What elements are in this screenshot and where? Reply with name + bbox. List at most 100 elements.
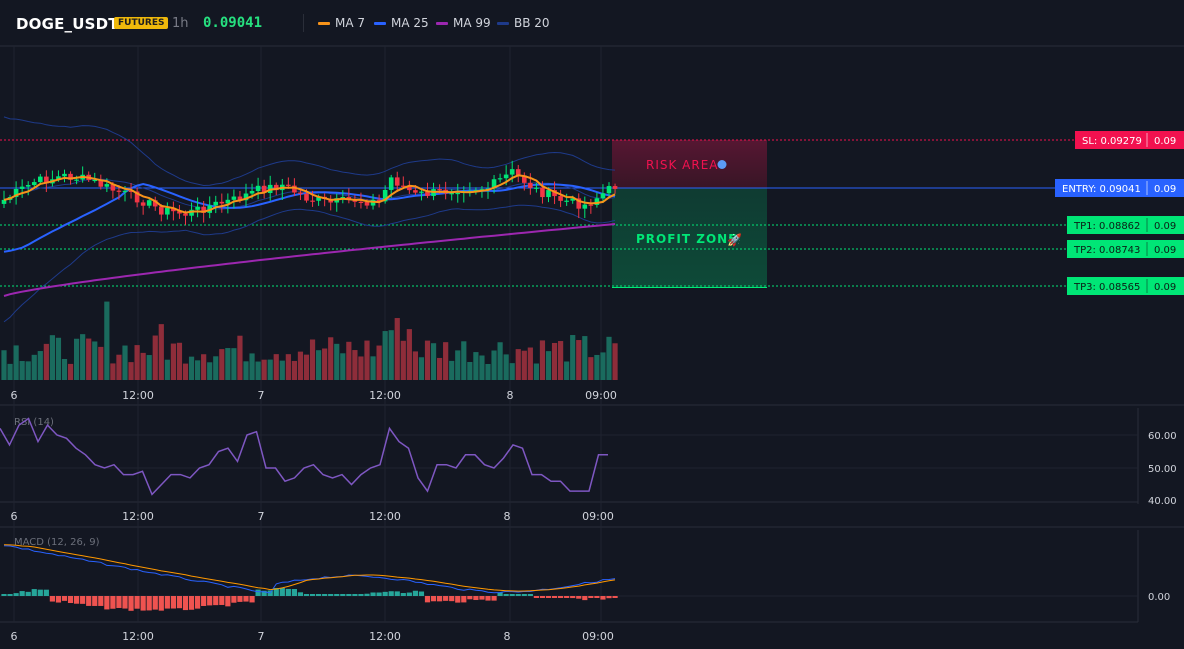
candle-body: [407, 186, 412, 191]
volume-bar: [285, 354, 291, 380]
candle-body: [473, 189, 479, 192]
volume-bar: [291, 360, 297, 380]
volume-bar: [31, 354, 37, 380]
macd-histogram-bar: [424, 596, 431, 603]
macd-histogram-bar: [527, 594, 533, 596]
rsi-time-axis[interactable]: 6 12:00 7 12:00 8 09:00: [11, 510, 614, 523]
candle-body: [195, 206, 200, 210]
futures-badge: FUTURES: [114, 17, 169, 29]
candle-body: [249, 191, 255, 194]
volume-bar: [128, 362, 134, 380]
volume-bar: [303, 354, 310, 380]
time-label: 12:00: [122, 630, 154, 643]
volume-bar: [98, 346, 104, 380]
macd-histogram-bar: [394, 591, 400, 596]
macd-line: [3, 545, 616, 594]
macd-histogram-bar: [140, 596, 146, 611]
ma7-line: [3, 174, 616, 214]
profit-zone[interactable]: [612, 188, 767, 288]
candle-body: [364, 201, 370, 206]
candle-body: [56, 176, 61, 180]
time-label: 6: [11, 510, 18, 523]
volume-bar: [473, 352, 479, 380]
macd-zero-tick[interactable]: 0.00: [1148, 592, 1170, 603]
candle-body: [558, 196, 563, 201]
macd-histogram-bar: [152, 596, 158, 610]
candle-body: [588, 204, 594, 206]
volume-bar: [182, 363, 189, 380]
volume-bar: [134, 345, 140, 380]
ma99-label: MA 99: [453, 16, 491, 30]
volume-bar: [424, 340, 431, 380]
candle-body: [189, 209, 194, 216]
macd-time-axis[interactable]: 6 12:00 7 12:00 8 09:00: [11, 630, 614, 643]
volume-bar: [273, 354, 279, 380]
volume-bar: [521, 350, 527, 380]
candle-body: [546, 190, 551, 198]
rsi-tick: 40.00: [1148, 496, 1177, 507]
volume-bar: [527, 347, 533, 380]
candle-body: [159, 206, 164, 215]
time-label: 8: [504, 630, 511, 643]
macd-histogram-bar: [551, 596, 558, 598]
candle-body: [413, 190, 418, 193]
volume-bar: [370, 356, 376, 380]
sl-price-label[interactable]: SL: 0.09279 0.09: [1075, 131, 1184, 149]
rsi-price-scale[interactable]: 60.00 50.00 40.00: [1148, 431, 1177, 507]
candle-body: [401, 185, 406, 187]
last-price: 0.09041: [203, 15, 263, 31]
time-label: 7: [258, 510, 265, 523]
macd-histogram-bar: [146, 596, 152, 611]
macd-histogram-bar: [67, 596, 74, 604]
tp3-price-label[interactable]: TP3: 0.08565 0.09: [1067, 277, 1184, 295]
candle-body: [292, 185, 297, 193]
candle-body: [534, 187, 539, 189]
macd-histogram-bar: [110, 596, 116, 609]
macd-histogram-bar: [612, 596, 618, 598]
volume-bar: [545, 351, 552, 380]
candle-body: [237, 196, 243, 201]
macd-histogram-bar: [358, 594, 364, 596]
macd-histogram-bar: [195, 596, 201, 609]
ma25-swatch: [374, 21, 386, 25]
macd-histogram-bar: [86, 596, 92, 606]
svg-text:ENTRY: 0.09041: ENTRY: 0.09041: [1062, 184, 1141, 195]
tp1-price-label[interactable]: TP1: 0.08862 0.09: [1067, 216, 1184, 234]
macd-histogram-bar: [243, 596, 249, 602]
legend-ma99[interactable]: MA 99: [436, 16, 491, 30]
volume-bar: [225, 348, 231, 380]
candle-body: [261, 185, 267, 194]
volume-bar: [201, 354, 207, 380]
macd-histogram-bar: [25, 591, 31, 596]
volume-bar: [612, 343, 618, 380]
risk-area-zone[interactable]: [612, 140, 767, 188]
legend-bb20[interactable]: BB 20: [497, 16, 550, 30]
candle-body: [497, 178, 503, 180]
legend-ma25[interactable]: MA 25: [374, 16, 429, 30]
candle-body: [38, 176, 43, 183]
macd-histogram-bar: [92, 596, 98, 606]
timeframe-label[interactable]: 1h: [172, 16, 189, 31]
legend-ma7[interactable]: MA 7: [318, 16, 365, 30]
macd-histogram-bar: [334, 594, 340, 596]
volume-bar: [346, 341, 352, 380]
entry-price-label[interactable]: ENTRY: 0.09041 0.09: [1055, 179, 1184, 197]
macd-histogram-bar: [13, 593, 19, 596]
volume-bar: [479, 355, 485, 380]
tp2-price-label[interactable]: TP2: 0.08743 0.09: [1067, 240, 1184, 258]
macd-histogram-bar: [594, 596, 600, 598]
svg-text:TP1: 0.08862: TP1: 0.08862: [1073, 221, 1140, 232]
symbol-name[interactable]: DOGE_USDT: [16, 15, 119, 33]
macd-histogram-bar: [412, 590, 418, 596]
candlesticks: [1, 160, 618, 225]
header-divider: [303, 14, 304, 32]
macd-histogram-bar: [558, 596, 564, 598]
svg-text:TP3: 0.08565: TP3: 0.08565: [1073, 282, 1140, 293]
bb-basis-line: [3, 178, 616, 210]
main-time-axis[interactable]: 6 12:00 7 12:00 8 09:00: [11, 389, 617, 402]
time-label: 6: [11, 630, 18, 643]
volume-bar: [49, 335, 55, 380]
volume-bar: [515, 349, 521, 380]
candle-body: [286, 184, 291, 186]
